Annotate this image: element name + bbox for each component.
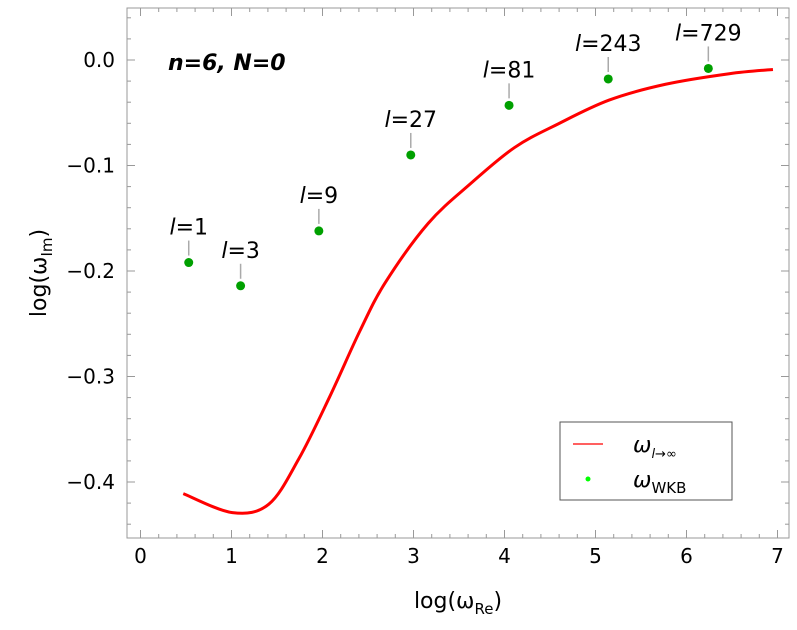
- x-axis-label: log(ωRe): [414, 589, 502, 618]
- x-tick-label: 7: [771, 544, 784, 568]
- data-point: [504, 100, 514, 110]
- plot-frame: [126, 7, 790, 539]
- y-tick-label: −0.2: [66, 259, 115, 283]
- point-label: l=1: [169, 216, 208, 241]
- data-point: [236, 281, 246, 291]
- series-line-l-infinity: [182, 68, 774, 515]
- point-label: l=243: [575, 32, 642, 57]
- y-tick-label: −0.3: [66, 365, 115, 389]
- y-tick-label: −0.4: [66, 470, 115, 494]
- annotation: n=6, N=0: [168, 51, 286, 76]
- x-tick-label: 1: [225, 544, 238, 568]
- legend-entry-l-infinity: ωl→∞: [633, 433, 677, 462]
- point-label: l=3: [221, 239, 260, 264]
- x-tick-label: 2: [316, 544, 329, 568]
- legend-entry-wkb: ωWKB: [633, 468, 686, 497]
- x-tick-label: 4: [498, 544, 511, 568]
- x-tick-label: 5: [589, 544, 602, 568]
- data-point: [184, 258, 194, 268]
- y-tick-label: −0.1: [66, 154, 115, 178]
- y-axis-label: log(ωIm): [27, 229, 56, 317]
- legend-point-swatch: [585, 476, 591, 482]
- data-point: [703, 63, 713, 73]
- data-point: [406, 150, 416, 160]
- point-label: l=27: [384, 108, 437, 133]
- point-label: l=729: [675, 21, 742, 46]
- point-label: l=81: [483, 58, 536, 83]
- data-point: [603, 74, 613, 84]
- x-tick-label: 6: [680, 544, 693, 568]
- point-label: l=9: [300, 184, 339, 209]
- x-tick-label: 3: [407, 544, 420, 568]
- y-tick-label: 0.0: [83, 48, 115, 72]
- legend: ωl→∞ ωWKB: [559, 421, 733, 501]
- data-point: [314, 226, 324, 236]
- x-tick-label: 0: [134, 544, 147, 568]
